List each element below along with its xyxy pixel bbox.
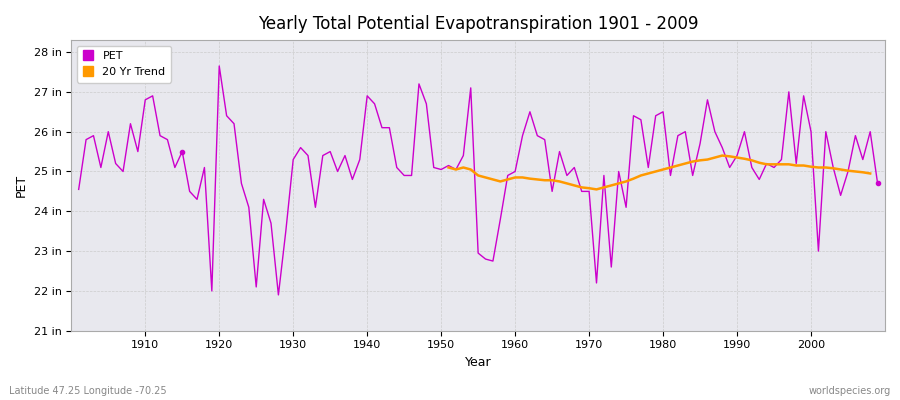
X-axis label: Year: Year xyxy=(464,356,491,369)
PET xyxy=(273,292,284,297)
Text: Latitude 47.25 Longitude -70.25: Latitude 47.25 Longitude -70.25 xyxy=(9,386,166,396)
PET xyxy=(613,169,624,174)
PET xyxy=(872,181,883,186)
20 Yr Trend xyxy=(539,178,550,183)
20 Yr Trend xyxy=(546,178,557,183)
20 Yr Trend xyxy=(769,162,779,167)
20 Yr Trend xyxy=(443,165,454,170)
20 Yr Trend xyxy=(717,153,728,158)
20 Yr Trend xyxy=(591,187,602,192)
Line: 20 Yr Trend: 20 Yr Trend xyxy=(448,156,870,189)
20 Yr Trend xyxy=(739,156,750,161)
PET xyxy=(73,187,84,192)
PET xyxy=(214,64,225,68)
PET xyxy=(518,133,528,138)
20 Yr Trend xyxy=(813,165,824,170)
PET xyxy=(132,149,143,154)
Y-axis label: PET: PET xyxy=(15,174,28,197)
Legend: PET, 20 Yr Trend: PET, 20 Yr Trend xyxy=(76,46,171,82)
PET xyxy=(355,157,365,162)
20 Yr Trend xyxy=(865,171,876,176)
PET xyxy=(525,109,535,114)
PET xyxy=(310,205,320,210)
Line: PET: PET xyxy=(78,66,878,295)
Text: worldspecies.org: worldspecies.org xyxy=(809,386,891,396)
20 Yr Trend xyxy=(850,169,860,174)
Title: Yearly Total Potential Evapotranspiration 1901 - 2009: Yearly Total Potential Evapotranspiratio… xyxy=(258,15,698,33)
